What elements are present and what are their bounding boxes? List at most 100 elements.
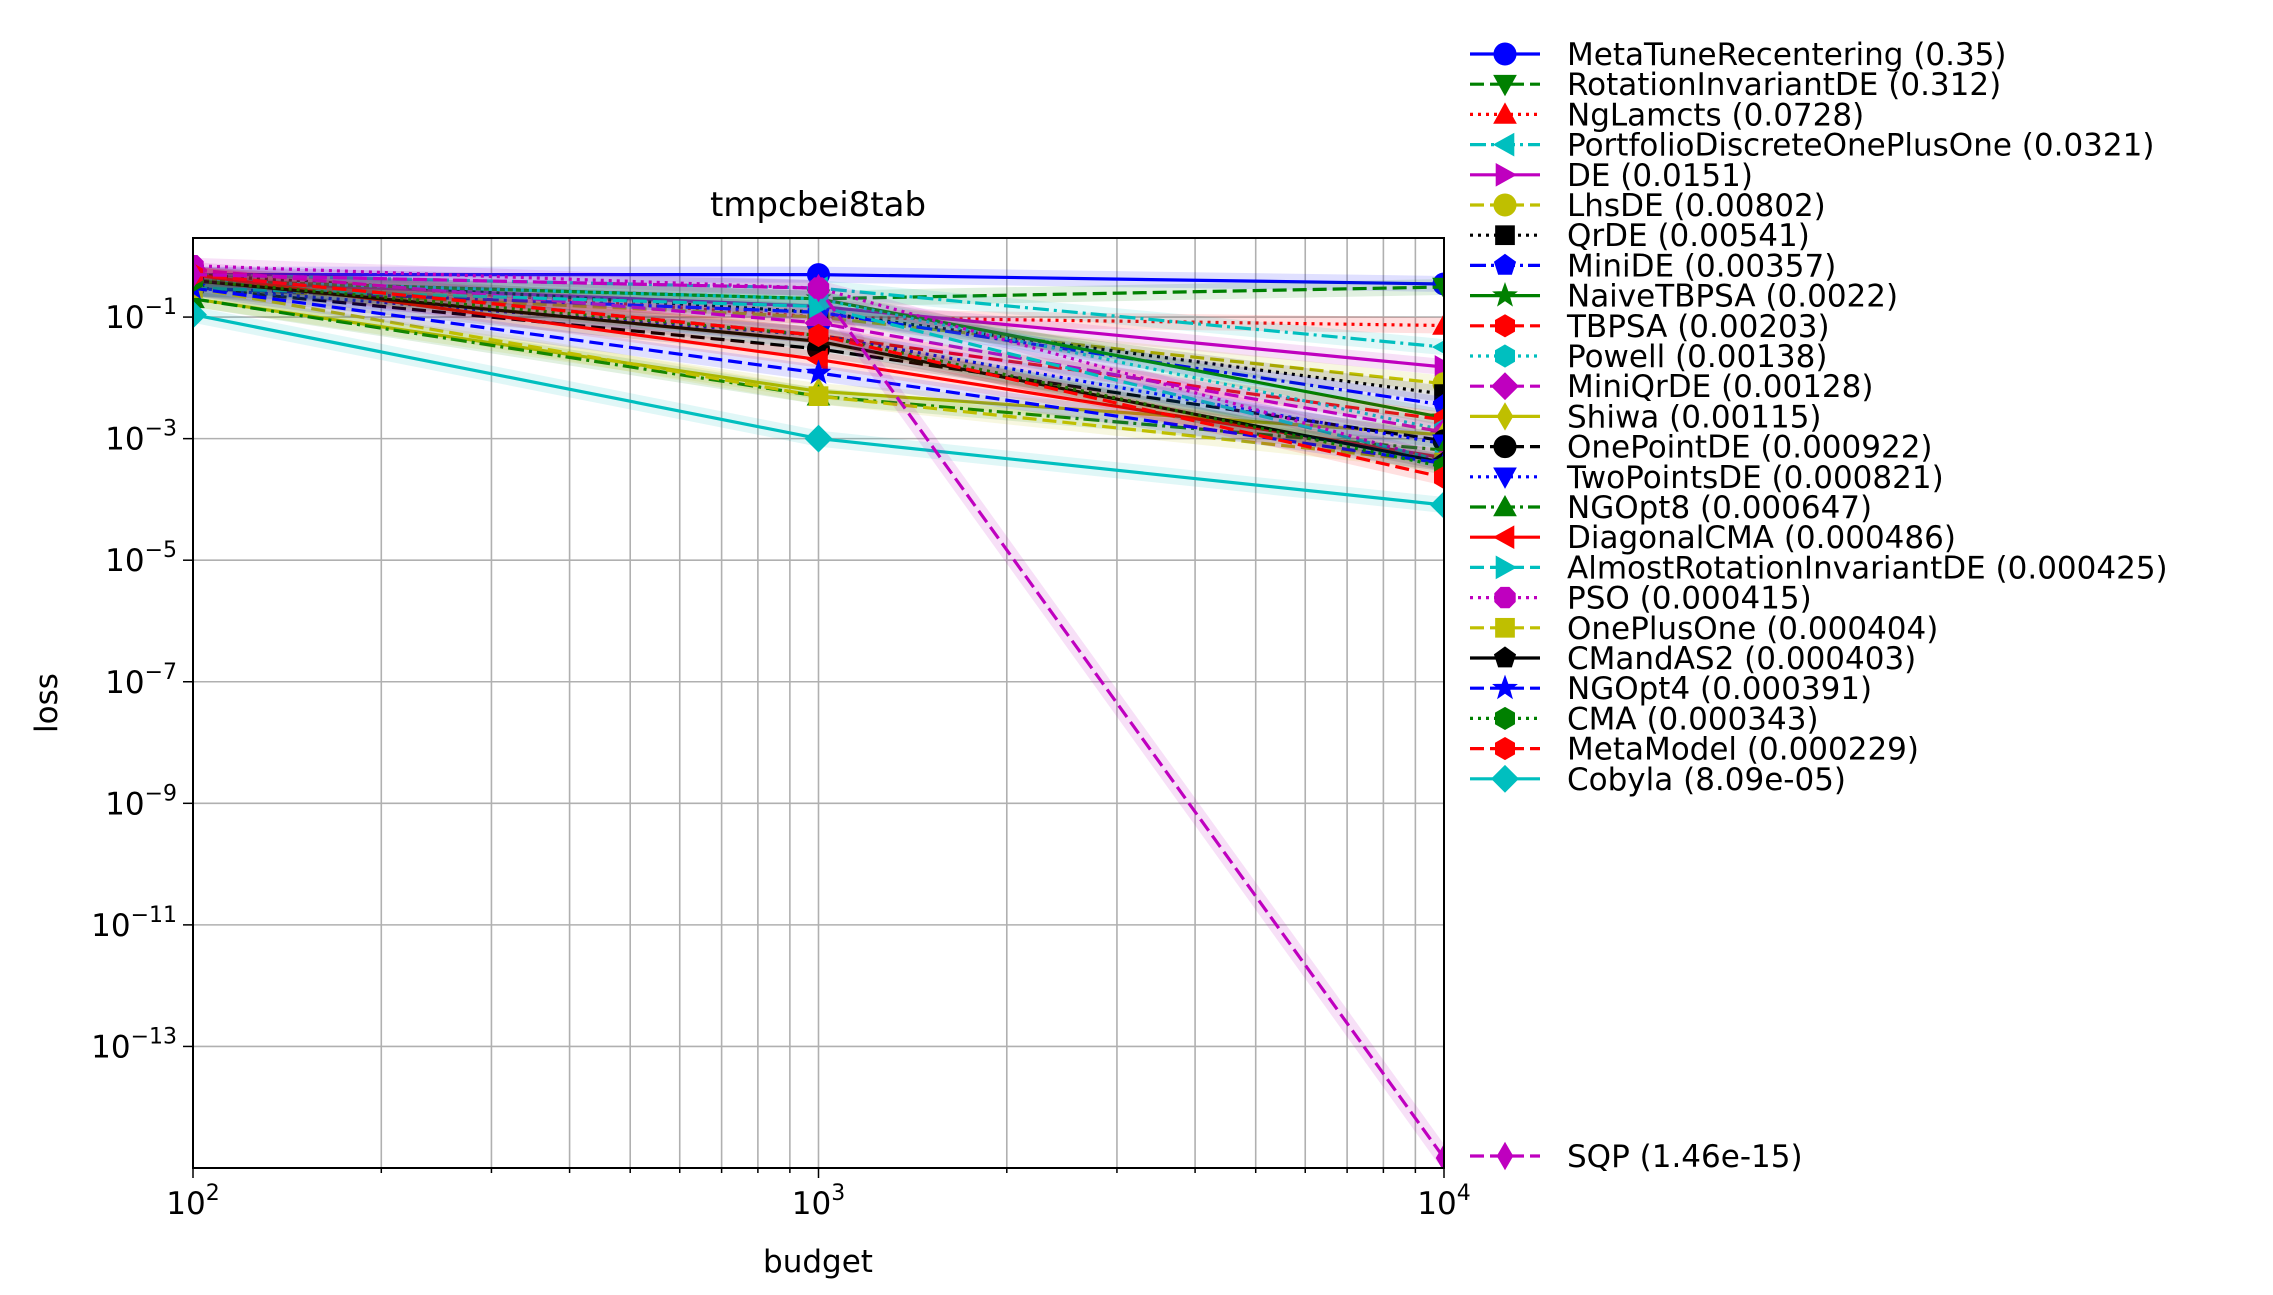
legend-marker: [1496, 402, 1514, 431]
legend-label: RotationInvariantDE (0.312): [1567, 67, 2001, 103]
legend-marker: [1491, 764, 1519, 793]
legend-entry: DE (0.0151): [1470, 158, 1753, 194]
legend-entry: MiniQrDE (0.00128): [1470, 369, 1873, 405]
legend-label: LhsDE (0.00802): [1567, 188, 1826, 224]
y-axis-label: loss: [29, 673, 65, 733]
series-line: [193, 286, 1444, 465]
legend-marker: [1495, 706, 1515, 730]
legend-entry: CMandAS2 (0.000403): [1470, 641, 1916, 677]
data-point: [1432, 393, 1444, 415]
legend-entry: RotationInvariantDE (0.312): [1470, 67, 2001, 103]
legend-entry: NaiveTBPSA (0.0022): [1470, 279, 1898, 315]
legend-label: MetaTuneRecentering (0.35): [1567, 37, 2007, 73]
legend-marker: [1493, 467, 1517, 489]
y-tick-label: 10−11: [91, 903, 177, 944]
legend-marker: [1495, 737, 1515, 761]
y-tick-label: 10−1: [105, 295, 177, 336]
legend-label: SQP (1.46e-15): [1567, 1139, 1803, 1175]
legend-label: CMandAS2 (0.000403): [1567, 641, 1916, 677]
legend-entry: NgLamcts (0.0728): [1470, 97, 1864, 133]
series-25: [193, 260, 1444, 1168]
legend-label: NaiveTBPSA (0.0022): [1567, 279, 1898, 315]
legend-marker: [1491, 372, 1519, 401]
data-point: [1432, 277, 1444, 300]
legend-label: PSO (0.000415): [1567, 581, 1812, 617]
data-point: [804, 424, 833, 453]
legend-label: DE (0.0151): [1567, 158, 1753, 194]
legend-marker: [1495, 344, 1515, 368]
legend-label: Cobyla (8.09e-05): [1567, 762, 1846, 798]
legend-label: NGOpt4 (0.000391): [1567, 671, 1872, 707]
series-24: [193, 300, 1444, 519]
x-tick-label: 103: [792, 1181, 845, 1222]
x-tick-label: 104: [1417, 1181, 1470, 1222]
legend-label: TBPSA (0.00203): [1566, 309, 1830, 345]
legend-entry: MetaTuneRecentering (0.35): [1470, 37, 2007, 73]
series-line: [193, 278, 1444, 469]
series-group: [193, 255, 1444, 1168]
legend-label: PortfolioDiscreteOnePlusOne (0.0321): [1567, 128, 2154, 164]
legend-entry: TwoPointsDE (0.000821): [1470, 460, 1944, 496]
data-point: [1432, 313, 1444, 335]
legend-label: OnePointDE (0.000922): [1567, 430, 1933, 466]
legend-label: MiniQrDE (0.00128): [1567, 369, 1873, 405]
series-23: [193, 263, 1444, 490]
legend-marker: [1493, 102, 1517, 124]
legend-entry: NGOpt8 (0.000647): [1470, 490, 1872, 526]
legend-label: Shiwa (0.00115): [1567, 399, 1822, 435]
legend-marker: [1493, 646, 1517, 668]
legend-marker: [1495, 314, 1515, 338]
legend-marker: [1495, 225, 1515, 246]
legend-entry: DiagonalCMA (0.000486): [1470, 520, 1956, 556]
data-point: [1435, 1143, 1444, 1168]
legend-marker: [1492, 674, 1518, 700]
legend-label: MiniDE (0.00357): [1567, 248, 1836, 284]
y-tick-label: 10−9: [105, 781, 177, 822]
legend-marker: [1496, 1141, 1514, 1171]
legend-marker: [1493, 494, 1517, 517]
legend-label: DiagonalCMA (0.000486): [1567, 520, 1956, 556]
legend-entry: TBPSA (0.00203): [1470, 309, 1830, 345]
legend-entry: SQP (1.46e-15): [1470, 1139, 1803, 1175]
legend-entry: MetaModel (0.000229): [1470, 732, 1919, 768]
legend-marker: [1493, 193, 1517, 217]
legend-marker: [1493, 42, 1517, 66]
axis-ticks: 102 103 104 10−1 10−3 10−5 10−7 10−9 10−11 10−13: [91, 295, 1471, 1222]
legend-entry: PSO (0.000415): [1470, 581, 1812, 617]
data-point: [809, 294, 831, 319]
legend-label: Powell (0.00138): [1567, 339, 1827, 375]
legend-marker: [1495, 555, 1518, 580]
legend-entry: PortfolioDiscreteOnePlusOne (0.0321): [1470, 128, 2154, 164]
legend-entry: OnePlusOne (0.000404): [1470, 611, 1938, 647]
legend-marker: [1492, 132, 1515, 157]
chart-title: tmpcbei8tab: [710, 185, 926, 225]
legend: MetaTuneRecentering (0.35)RotationInvari…: [1470, 37, 2168, 1175]
x-tick-label: 102: [166, 1181, 219, 1222]
legend-entry: OnePointDE (0.000922): [1470, 430, 1933, 466]
legend-label: QrDE (0.00541): [1567, 218, 1810, 254]
legend-marker: [1495, 617, 1515, 638]
legend-label: CMA (0.000343): [1567, 701, 1819, 737]
legend-marker: [1492, 525, 1515, 550]
data-point: [193, 260, 202, 289]
legend-marker: [1493, 253, 1517, 275]
data-point: [1434, 465, 1444, 490]
legend-label: NGOpt8 (0.000647): [1567, 490, 1872, 526]
legend-marker: [1493, 435, 1517, 459]
legend-label: OnePlusOne (0.000404): [1567, 611, 1938, 647]
y-tick-label: 10−13: [91, 1024, 177, 1065]
legend-entry: Shiwa (0.00115): [1470, 399, 1822, 435]
data-point: [1430, 491, 1444, 519]
data-point: [193, 300, 207, 329]
legend-marker: [1494, 586, 1516, 609]
data-point: [1431, 340, 1444, 354]
y-tick-label: 10−5: [105, 538, 177, 579]
data-point: [805, 359, 832, 384]
legend-label: TwoPointsDE (0.000821): [1566, 460, 1944, 496]
legend-entry: LhsDE (0.00802): [1470, 188, 1826, 224]
y-tick-label: 10−7: [105, 660, 177, 701]
legend-entry: Powell (0.00138): [1470, 339, 1827, 375]
x-axis-label: budget: [763, 1244, 873, 1280]
